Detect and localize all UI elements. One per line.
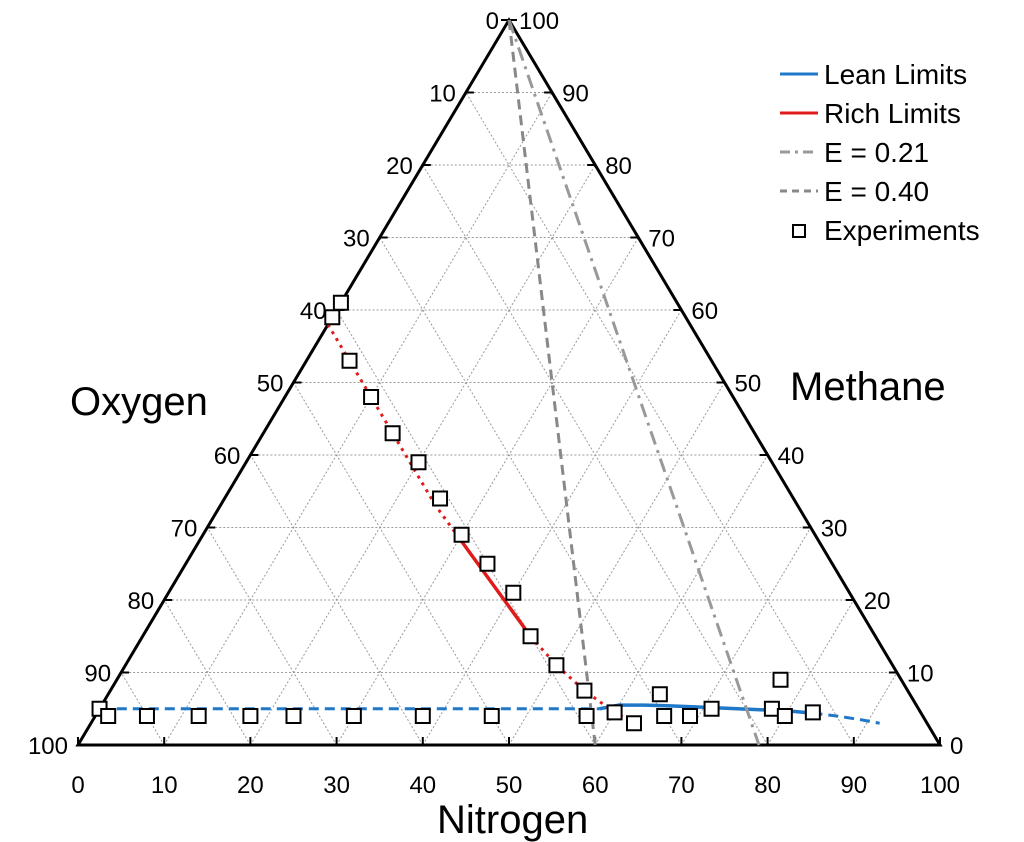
tick-label-nitrogen-20: 20 [237,772,264,799]
legend-label-1: Rich Limits [824,98,961,129]
tick-label-methane-70: 70 [648,226,675,253]
tick-label-oxygen-30: 30 [343,226,370,253]
tick-label-methane-20: 20 [864,588,891,615]
tick-marks: 0 0 0 10 10 10 20 20 20 30 30 30 40 40 40 50 50 50 60 60 60 7… [28,8,963,799]
grid-line-nitrogen-90 [853,672,898,746]
tick-label-methane-10: 10 [907,661,934,688]
tick-label-nitrogen-100: 100 [920,772,960,799]
experiment-point [703,700,720,717]
experiment-point [138,708,155,724]
experiment-point [384,425,401,442]
experiment-point [414,708,431,724]
tick-label-oxygen-50: 50 [257,371,284,398]
tick-label-methane-60: 60 [691,298,718,325]
tick-label-oxygen-0: 0 [486,8,499,35]
tick-label-methane-50: 50 [735,371,762,398]
experiment-point [345,708,362,724]
tick-label-nitrogen-40: 40 [409,772,436,799]
experiment-point [479,555,496,572]
grid-line-nitrogen-60 [594,454,769,746]
legend-label-0: Lean Limits [824,59,967,90]
tick-label-methane-90: 90 [562,81,589,108]
experiment-point [606,704,623,721]
tick-label-oxygen-80: 80 [127,588,154,615]
grid-line-oxygen-60 [249,454,424,746]
experiment-point [772,671,789,688]
grid-line-oxygen-30 [379,237,682,746]
tick-label-oxygen-70: 70 [171,516,198,543]
tick-label-methane-100: 100 [519,8,559,35]
experiment-point [656,708,673,724]
experiment-point [548,657,565,674]
experiment-point [625,715,642,732]
legend-label-4: Experiments [824,215,980,246]
tick-label-oxygen-60: 60 [214,443,241,470]
experiment-point [483,708,500,724]
legend-label-3: E = 0.40 [824,176,929,207]
tick-label-methane-30: 30 [821,516,848,543]
legend-marker-experiments [792,224,806,238]
grid-line-oxygen-70 [206,527,338,746]
legend-label-2: E = 0.21 [824,137,929,168]
grid-line-nitrogen-30 [336,237,639,746]
tick-label-nitrogen-30: 30 [323,772,350,799]
e-040-line [507,19,597,746]
experiment-point [776,708,793,724]
legend: Lean Limits Rich Limits E = 0.21 E = 0.40 Ex… [780,59,980,246]
tick-label-oxygen-40: 40 [300,298,327,325]
experiment-point [324,309,341,326]
axis-title-methane: Methane [790,365,946,409]
grid-line-oxygen-80 [163,599,251,746]
e-021-line [507,19,761,746]
grid-line-nitrogen-50 [508,382,725,746]
axis-title-nitrogen: Nitrogen [437,798,588,842]
experiment-point [505,584,522,601]
experiment-point [363,389,380,405]
tick-label-oxygen-100: 100 [28,733,68,760]
tick-label-nitrogen-50: 50 [496,772,523,799]
experiment-point [410,454,427,471]
tick-label-nitrogen-10: 10 [151,772,178,799]
tick-label-nitrogen-0: 0 [71,772,84,799]
tick-label-methane-0: 0 [950,733,963,760]
experiment-point [682,708,699,724]
tick-label-oxygen-90: 90 [84,661,111,688]
rich-limit-line [458,537,532,638]
experiment-point [285,708,302,724]
tick-label-nitrogen-90: 90 [840,772,867,799]
experiment-point [242,708,259,724]
tick-label-oxygen-20: 20 [386,153,413,180]
experiment-point [341,352,358,369]
tick-label-methane-40: 40 [778,443,805,470]
experiment-point [453,526,470,543]
axis-title-oxygen: Oxygen [70,380,208,424]
lean-limit-extrapolated-end [812,711,880,725]
tick-label-nitrogen-60: 60 [582,772,609,799]
experiment-point [804,704,821,721]
experiment-markers [91,294,821,732]
experiment-point [522,628,539,645]
experiment-point [100,708,117,724]
experiment-point [332,294,349,311]
experiment-point [578,708,595,724]
experiment-point [432,490,449,507]
experiment-point [190,708,207,724]
tick-label-nitrogen-70: 70 [668,772,695,799]
experiment-point [576,682,593,699]
tick-label-nitrogen-80: 80 [754,772,781,799]
experiment-point [651,686,668,703]
experiment-point [763,700,780,717]
tick-label-oxygen-10: 10 [429,81,456,108]
grid-line-nitrogen-10 [163,92,553,746]
tick-label-methane-80: 80 [605,153,632,180]
